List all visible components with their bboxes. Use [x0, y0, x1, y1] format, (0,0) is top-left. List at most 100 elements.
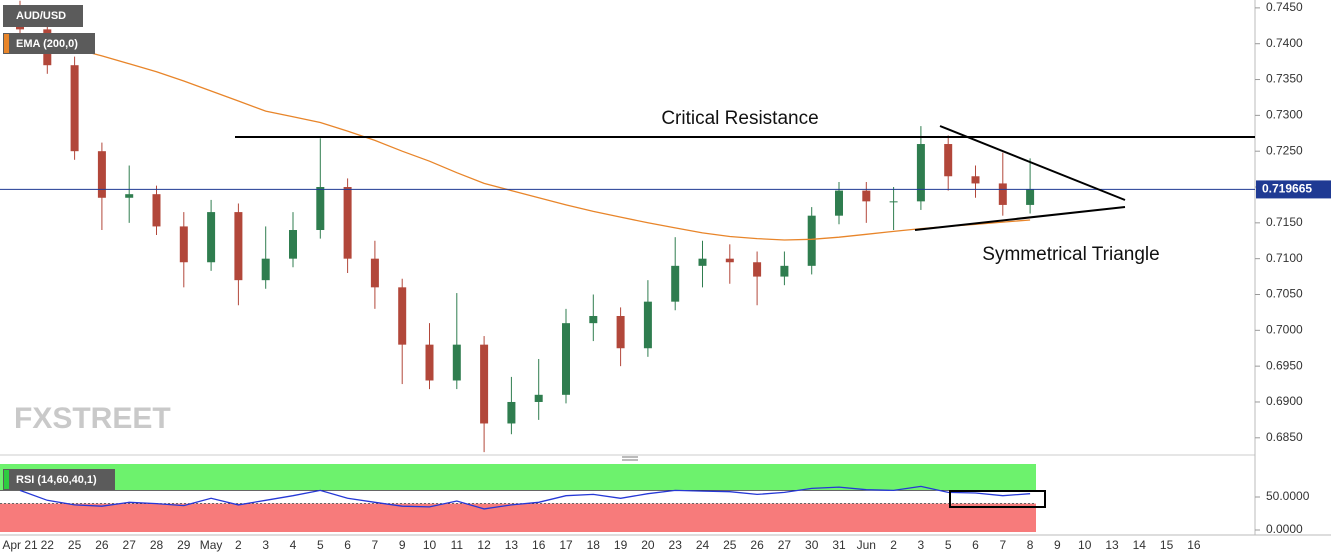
candle-body: [534, 394, 543, 402]
candle-body: [152, 194, 161, 227]
candle-body: [507, 401, 516, 424]
legend-swatch: [4, 470, 9, 489]
candle-body: [289, 230, 297, 259]
candle-body: [70, 65, 79, 152]
candle-body: [179, 226, 188, 263]
candle-body: [261, 258, 270, 281]
x-tick-label: 11: [451, 538, 464, 552]
candle-body: [643, 301, 652, 349]
candle-body: [780, 265, 789, 277]
x-tick-label: 9: [1054, 538, 1061, 552]
x-tick-label: 31: [832, 538, 846, 552]
annotation: Symmetrical Triangle: [982, 244, 1159, 265]
x-tick-label: 30: [805, 538, 819, 552]
x-tick-label: Apr 21: [2, 538, 38, 552]
candle-body: [398, 287, 407, 345]
y-tick-label: 0.7100: [1266, 251, 1303, 265]
candle-body: [234, 212, 243, 281]
candle-body: [343, 187, 352, 259]
candle-body: [562, 323, 570, 395]
x-tick-label: 13: [1105, 538, 1119, 552]
x-tick-label: 7: [999, 538, 1006, 552]
x-tick-label: 26: [95, 538, 109, 552]
y-tick-label: 0.6850: [1266, 430, 1303, 444]
candle-body: [671, 265, 680, 302]
upper-zone: [0, 464, 1036, 491]
watermark: FXSTREET: [14, 402, 171, 435]
candle-body: [698, 258, 707, 266]
x-tick-label: 12: [477, 538, 491, 552]
legend-entry: RSI (14,60,40,1): [16, 474, 97, 486]
candle-body: [807, 215, 816, 266]
y-tick-label: 0.7350: [1266, 72, 1303, 86]
rsi-highlight: [949, 490, 1046, 508]
x-tick-label: 25: [68, 538, 82, 552]
x-tick-label: 8: [1027, 538, 1034, 552]
x-tick-label: 5: [317, 538, 324, 552]
legend-box: [3, 33, 95, 54]
candle-body: [725, 258, 734, 263]
x-tick-label: 15: [1160, 538, 1174, 552]
y-tick-label: 0.6950: [1266, 358, 1303, 372]
x-tick-label: 4: [290, 538, 297, 552]
x-tick-label: 6: [344, 538, 351, 552]
x-tick-label: 26: [750, 538, 764, 552]
legend-title: AUD/USD: [16, 10, 66, 22]
candle-body: [971, 176, 980, 184]
y-tick-label: 50.0000: [1266, 489, 1310, 503]
candle-body: [370, 258, 379, 288]
candle-body: [753, 262, 762, 277]
series-line: [19, 485, 1031, 510]
last-price-box: [1256, 180, 1331, 199]
x-tick-label: Jun: [857, 538, 876, 552]
x-tick-label: 14: [1133, 538, 1147, 552]
x-tick-label: 5: [945, 538, 952, 552]
candle-body: [452, 344, 461, 381]
y-tick-label: 0.7450: [1266, 0, 1303, 14]
x-tick-label: 2: [235, 538, 242, 552]
y-tick-label: 0.0000: [1266, 522, 1303, 536]
candle-body: [425, 344, 434, 381]
candle-body: [998, 183, 1007, 205]
y-tick-label: 0.7000: [1266, 322, 1303, 336]
candle-body: [916, 144, 925, 202]
candle-body: [889, 201, 898, 203]
annotation: Critical Resistance: [661, 108, 818, 129]
x-tick-label: 16: [532, 538, 546, 552]
x-tick-label: May: [200, 538, 223, 552]
x-tick-label: 9: [399, 538, 406, 552]
legend-box: [3, 5, 83, 27]
x-tick-label: 24: [696, 538, 710, 552]
x-tick-label: 20: [641, 538, 655, 552]
candle-body: [207, 212, 216, 263]
x-tick-label: 17: [559, 538, 573, 552]
candle-body: [862, 190, 871, 202]
legend-box: [3, 469, 115, 490]
x-tick-label: 23: [669, 538, 683, 552]
candle-body: [589, 315, 598, 324]
x-tick-label: 3: [262, 538, 269, 552]
triangle-lower: [914, 206, 1126, 231]
lower-zone: [0, 503, 1036, 532]
x-tick-label: 10: [423, 538, 437, 552]
candle-body: [316, 187, 325, 231]
x-tick-label: 27: [123, 538, 137, 552]
candle-body: [97, 151, 106, 198]
candle-body: [125, 194, 134, 198]
y-tick-label: 0.7050: [1266, 287, 1303, 301]
x-tick-label: 13: [505, 538, 519, 552]
candle-body: [616, 315, 625, 349]
x-tick-label: 28: [150, 538, 164, 552]
candle-body: [835, 190, 843, 216]
x-tick-label: 6: [972, 538, 979, 552]
x-tick-label: 10: [1078, 538, 1092, 552]
x-tick-label: 27: [778, 538, 792, 552]
candle-body: [1026, 189, 1035, 205]
x-tick-label: 2: [890, 538, 897, 552]
y-tick-label: 0.7300: [1266, 108, 1303, 122]
x-tick-label: 18: [587, 538, 601, 552]
x-tick-label: 3: [918, 538, 925, 552]
triangle-upper: [939, 125, 1126, 201]
x-tick-label: 22: [41, 538, 55, 552]
